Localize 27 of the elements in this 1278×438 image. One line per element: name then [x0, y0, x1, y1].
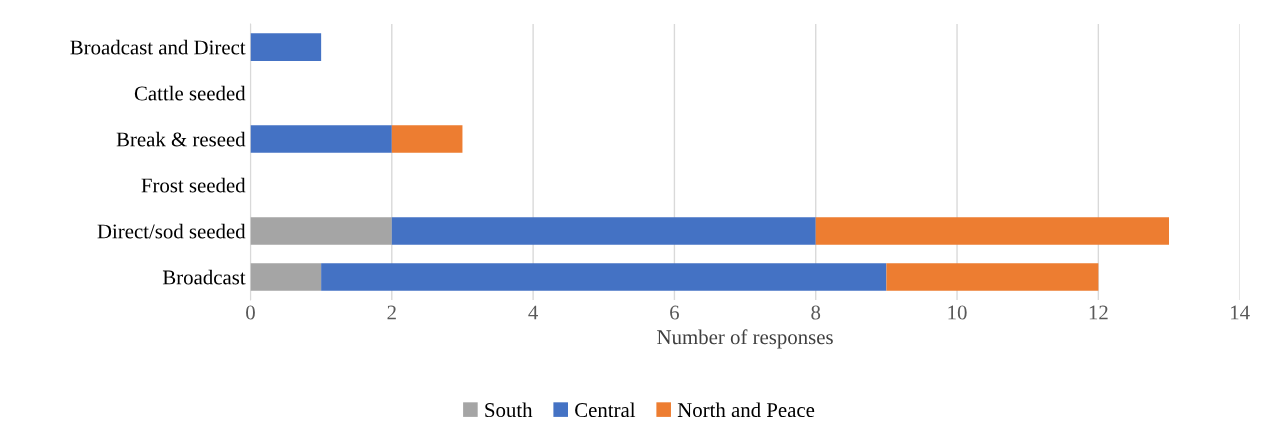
x-tick-label: 8 — [811, 305, 821, 320]
bar — [250, 33, 322, 61]
bar — [250, 217, 392, 245]
legend-label: North and Peace — [677, 402, 815, 418]
x-tick-label: 0 — [246, 305, 255, 320]
bar — [250, 263, 322, 291]
bar — [391, 125, 463, 153]
x-tick-label: 12 — [1089, 305, 1108, 320]
legend-label: South — [485, 402, 533, 418]
bar — [886, 263, 1099, 291]
y-tick-label: Direct/sod seeded — [97, 223, 246, 239]
y-tick-label: Break & reseed — [116, 131, 246, 147]
legend-label: Central — [575, 402, 636, 418]
bar — [815, 217, 1169, 245]
x-tick-label: 4 — [528, 305, 538, 320]
x-axis-title: Number of responses — [657, 329, 833, 349]
x-tick-label: 10 — [948, 305, 967, 320]
bar — [250, 125, 392, 153]
y-tick-label: Broadcast and Direct — [70, 39, 246, 55]
x-tick-label: 6 — [670, 305, 680, 320]
y-tick-label: Cattle seeded — [134, 85, 246, 101]
x-tick-label: 2 — [387, 305, 396, 320]
x-tick-label: 14 — [1231, 305, 1250, 320]
y-tick-label: Broadcast — [162, 269, 246, 285]
y-tick-label: Frost seeded — [141, 177, 246, 193]
bar — [321, 263, 887, 291]
bar — [391, 217, 816, 245]
